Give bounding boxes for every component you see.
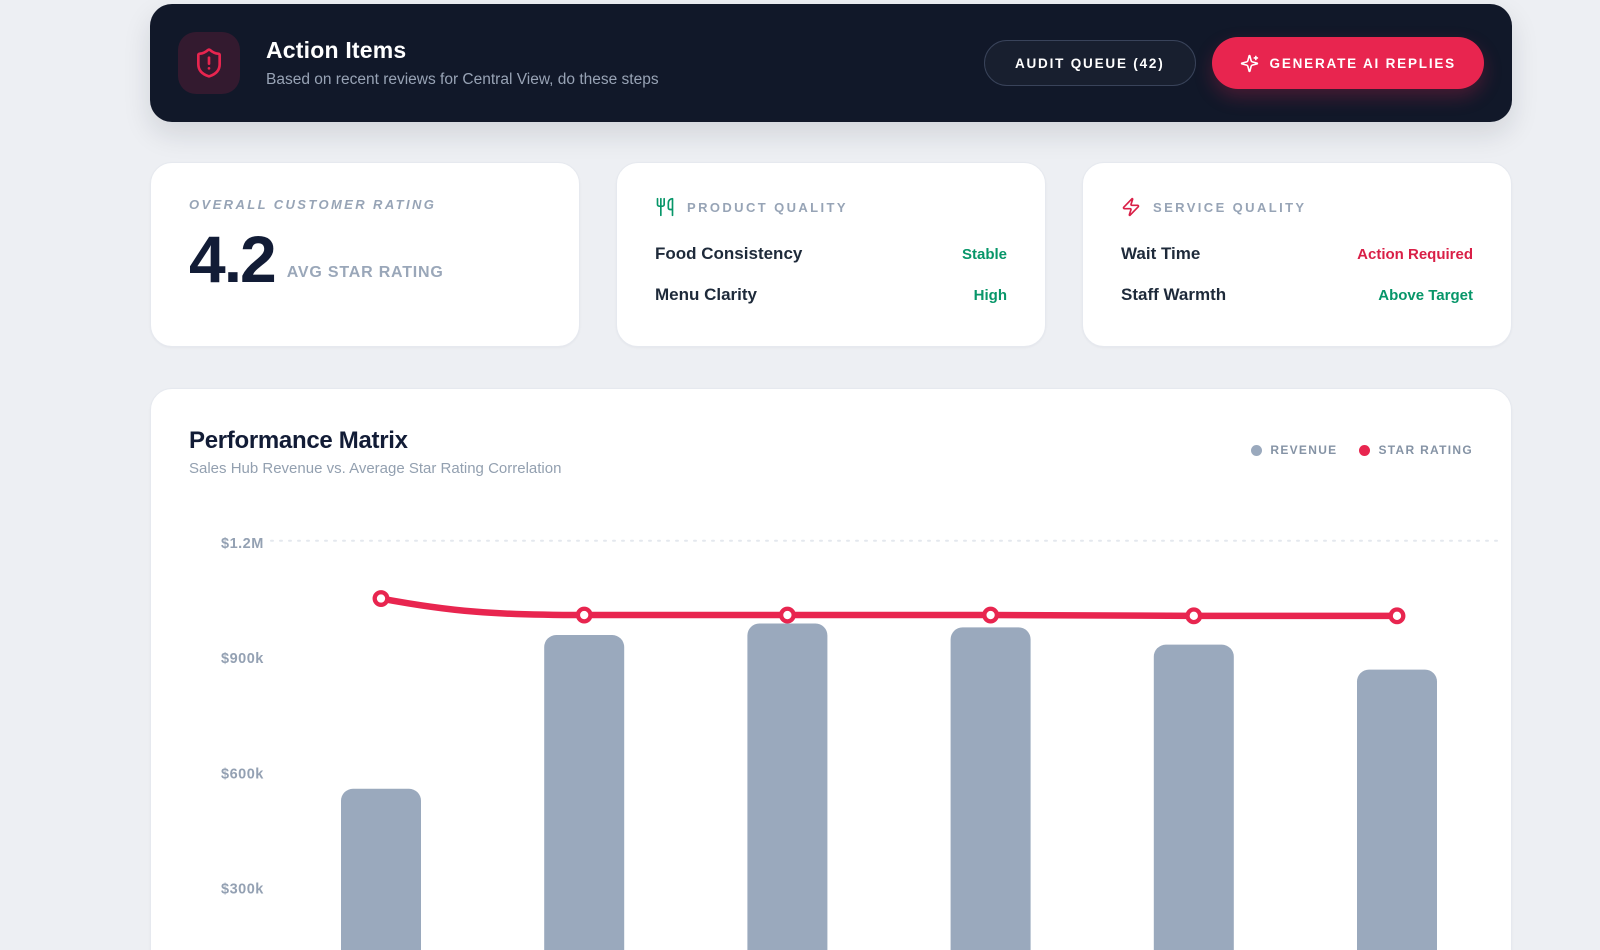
legend-item-revenue: REVENUE (1251, 443, 1337, 457)
revenue-rating-combo-chart: $1.2M $900k $600k $300k (221, 536, 1500, 950)
metric-status-badge: High (973, 286, 1007, 304)
metric-row-wait-time: Wait Time Action Required (1121, 242, 1473, 266)
y-axis-tick-label: $1.2M (221, 536, 264, 552)
metric-label: Staff Warmth (1121, 285, 1227, 304)
alert-badge (178, 32, 240, 94)
star-rating-point[interactable] (778, 606, 796, 624)
metric-status-badge: Action Required (1357, 245, 1473, 263)
revenue-bar[interactable] (950, 627, 1031, 950)
stat-cards-row: OVERALL CUSTOMER RATING 4.2 AVG STAR RAT… (150, 162, 1512, 347)
metric-row-staff-warmth: Staff Warmth Above Target (1121, 283, 1473, 307)
star-rating-point[interactable] (372, 590, 390, 607)
revenue-bar[interactable] (341, 788, 421, 950)
overall-rating-label: OVERALL CUSTOMER RATING (189, 197, 437, 212)
revenue-legend-dot (1251, 444, 1263, 456)
metric-status-badge: Stable (961, 245, 1007, 263)
banner-title: Action Items (266, 37, 407, 63)
service-quality-card: SERVICE QUALITY Wait Time Action Require… (1082, 162, 1512, 347)
audit-queue-button[interactable]: AUDIT QUEUE (42) (983, 40, 1196, 86)
zap-icon (1121, 197, 1141, 217)
metric-label: Food Consistency (655, 244, 803, 263)
utensils-icon (655, 197, 675, 217)
star-rating-point[interactable] (1185, 607, 1203, 625)
service-quality-label: SERVICE QUALITY (1153, 199, 1307, 215)
chart-subtitle: Sales Hub Revenue vs. Average Star Ratin… (189, 460, 562, 477)
action-items-banner: Action Items Based on recent reviews for… (150, 4, 1512, 122)
star-rating-point[interactable] (982, 606, 1000, 624)
legend-label: REVENUE (1270, 443, 1338, 457)
chart-title: Performance Matrix (189, 427, 408, 454)
star-rating-line (377, 595, 1401, 620)
performance-matrix-card: $1.2M $900k $600k $300k Performance Matrix … (150, 388, 1512, 950)
revenue-bar[interactable] (1357, 669, 1437, 950)
legend-item-star-rating: STAR RATING (1359, 443, 1473, 457)
sparkles-icon (1240, 54, 1259, 73)
y-axis-tick-label: $600k (221, 766, 264, 782)
revenue-bar[interactable] (747, 623, 828, 950)
metric-label: Menu Clarity (655, 285, 758, 304)
product-quality-label: PRODUCT QUALITY (687, 199, 848, 215)
overall-rating-card: OVERALL CUSTOMER RATING 4.2 AVG STAR RAT… (150, 162, 580, 347)
generate-ai-replies-button[interactable]: GENERATE AI REPLIES (1211, 37, 1484, 89)
revenue-bar[interactable] (1153, 644, 1234, 950)
legend-label: STAR RATING (1378, 443, 1473, 457)
product-quality-card: PRODUCT QUALITY Food Consistency Stable … (616, 162, 1046, 347)
metric-status-badge: Above Target (1378, 286, 1473, 304)
y-axis-tick-label: $900k (221, 651, 264, 667)
revenue-bar[interactable] (544, 635, 625, 950)
metric-row-food-consistency: Food Consistency Stable (655, 242, 1007, 266)
generate-ai-replies-label: GENERATE AI REPLIES (1269, 55, 1456, 71)
y-axis-tick-label: $300k (221, 882, 264, 898)
star-rating-point[interactable] (1388, 607, 1406, 625)
star-rating-legend-dot (1359, 444, 1371, 456)
metric-label: Wait Time (1121, 244, 1201, 263)
avg-star-rating-caption: AVG STAR RATING (286, 264, 444, 281)
chart-legend: REVENUE STAR RATING (1251, 443, 1473, 457)
shield-alert-icon (193, 47, 225, 79)
star-rating-point[interactable] (575, 606, 593, 624)
banner-subtitle: Based on recent reviews for Central View… (266, 71, 659, 88)
avg-star-rating-value: 4.2 (189, 222, 277, 296)
metric-row-menu-clarity: Menu Clarity High (655, 283, 1007, 307)
